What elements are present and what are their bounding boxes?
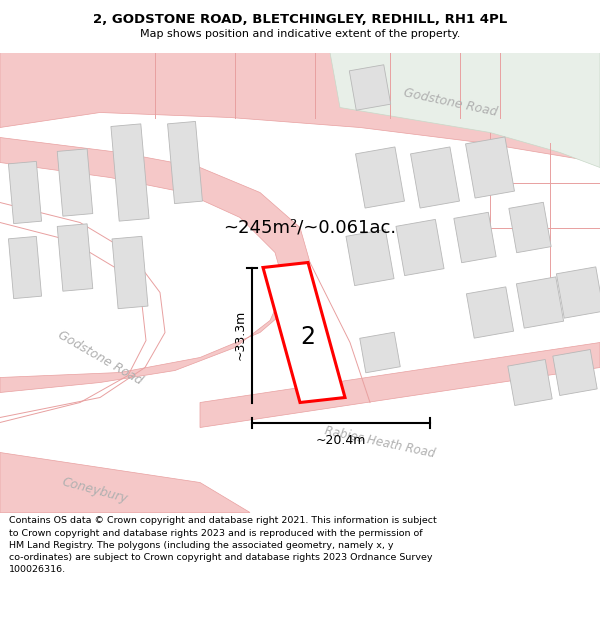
Text: Map shows position and indicative extent of the property.: Map shows position and indicative extent… (140, 29, 460, 39)
Polygon shape (517, 277, 563, 328)
Polygon shape (466, 287, 514, 338)
Polygon shape (349, 65, 391, 110)
Text: 2: 2 (301, 326, 316, 349)
Text: Godstone Road: Godstone Road (55, 328, 145, 387)
Polygon shape (556, 267, 600, 318)
Polygon shape (553, 349, 597, 396)
Polygon shape (410, 147, 460, 208)
Polygon shape (466, 137, 514, 198)
Polygon shape (57, 149, 93, 216)
Polygon shape (0, 52, 600, 162)
Polygon shape (360, 332, 400, 372)
Polygon shape (57, 224, 93, 291)
Polygon shape (111, 124, 149, 221)
Polygon shape (346, 229, 394, 286)
Text: Coneybury: Coneybury (61, 476, 130, 506)
Text: Contains OS data © Crown copyright and database right 2021. This information is : Contains OS data © Crown copyright and d… (9, 516, 437, 574)
Polygon shape (356, 147, 404, 208)
Polygon shape (200, 342, 600, 428)
Polygon shape (396, 219, 444, 276)
Polygon shape (508, 359, 552, 406)
Polygon shape (263, 262, 345, 402)
Text: ~245m²/~0.061ac.: ~245m²/~0.061ac. (223, 219, 397, 236)
Polygon shape (8, 161, 41, 224)
Polygon shape (167, 121, 202, 204)
Polygon shape (112, 236, 148, 309)
Text: 2, GODSTONE ROAD, BLETCHINGLEY, REDHILL, RH1 4PL: 2, GODSTONE ROAD, BLETCHINGLEY, REDHILL,… (93, 13, 507, 26)
Polygon shape (0, 138, 310, 392)
Text: ~33.3m: ~33.3m (233, 309, 247, 359)
Text: Rabies Heath Road: Rabies Heath Road (323, 424, 436, 461)
Text: Godstone Road: Godstone Road (402, 86, 498, 119)
Polygon shape (0, 452, 250, 512)
Polygon shape (330, 52, 600, 168)
Polygon shape (454, 213, 496, 262)
Text: ~20.4m: ~20.4m (316, 434, 366, 447)
Polygon shape (8, 236, 41, 299)
Polygon shape (509, 202, 551, 252)
